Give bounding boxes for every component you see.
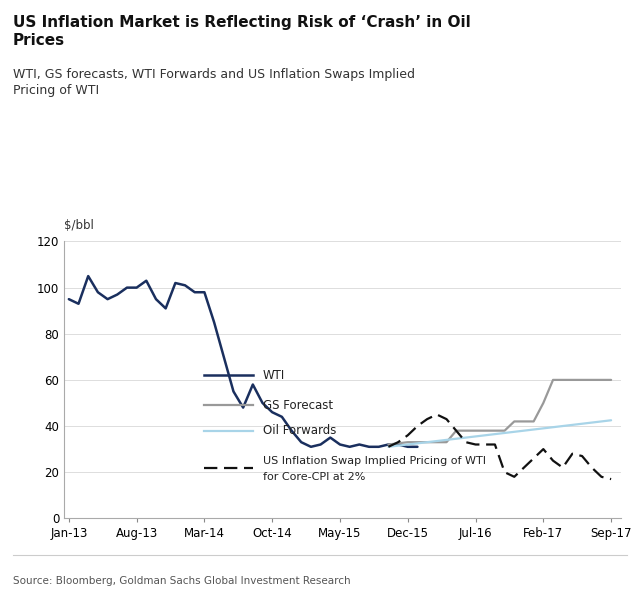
Text: US Inflation Swap Implied Pricing of WTI: US Inflation Swap Implied Pricing of WTI — [262, 456, 486, 466]
Text: for Core-CPI at 2%: for Core-CPI at 2% — [262, 472, 365, 482]
Text: WTI, GS forecasts, WTI Forwards and US Inflation Swaps Implied
Pricing of WTI: WTI, GS forecasts, WTI Forwards and US I… — [13, 68, 415, 97]
Text: US Inflation Market is Reflecting Risk of ‘Crash’ in Oil
Prices: US Inflation Market is Reflecting Risk o… — [13, 15, 470, 48]
Text: WTI: WTI — [262, 369, 285, 382]
Text: Oil Forwards: Oil Forwards — [262, 424, 336, 437]
Text: $/bbl: $/bbl — [64, 219, 94, 232]
Text: GS Forecast: GS Forecast — [262, 399, 333, 412]
Text: Source: Bloomberg, Goldman Sachs Global Investment Research: Source: Bloomberg, Goldman Sachs Global … — [13, 576, 351, 586]
